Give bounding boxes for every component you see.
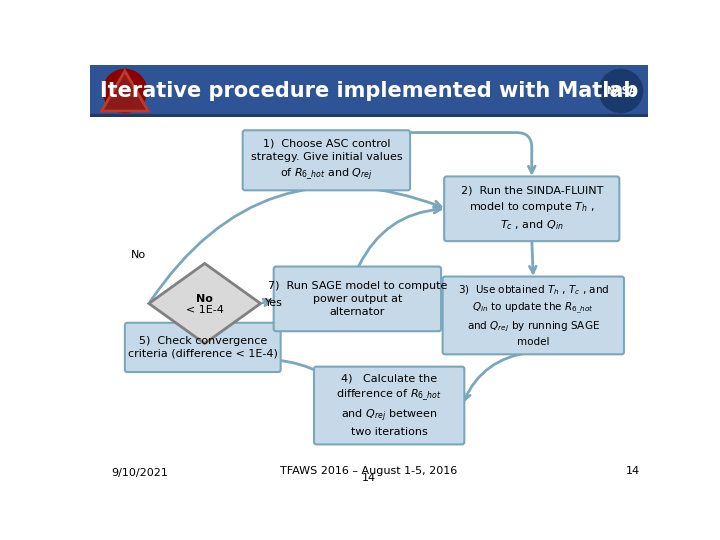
Text: 9/10/2021: 9/10/2021: [112, 468, 168, 478]
Text: 2)  Run the SINDA-FLUINT
model to compute $T_h$ ,
$T_c$ , and $Q_{in}$: 2) Run the SINDA-FLUINT model to compute…: [461, 186, 603, 232]
FancyBboxPatch shape: [314, 367, 464, 444]
Text: 7)  Run SAGE model to compute
power output at
alternator: 7) Run SAGE model to compute power outpu…: [268, 281, 447, 317]
Polygon shape: [149, 264, 261, 343]
Circle shape: [599, 70, 642, 112]
Polygon shape: [102, 71, 148, 111]
Text: Iterative procedure implemented with Matlab: Iterative procedure implemented with Mat…: [100, 81, 638, 101]
Text: NASA: NASA: [606, 86, 636, 96]
FancyBboxPatch shape: [443, 276, 624, 354]
Bar: [90, 114, 648, 117]
FancyBboxPatch shape: [444, 177, 619, 241]
Text: No: No: [130, 251, 145, 260]
Text: TFAWS 2016 – August 1-5, 2016: TFAWS 2016 – August 1-5, 2016: [280, 465, 458, 476]
Text: 1)  Choose ASC control
strategy. Give initial values
of $R_{6\_hot}$ and $Q_{rej: 1) Choose ASC control strategy. Give ini…: [251, 139, 402, 181]
Bar: [90, 65, 648, 117]
Text: Yes: Yes: [265, 299, 283, 308]
Circle shape: [103, 70, 147, 112]
FancyBboxPatch shape: [274, 267, 441, 331]
FancyBboxPatch shape: [125, 323, 281, 372]
Text: 5)  Check convergence
criteria (difference < 1E-4): 5) Check convergence criteria (differenc…: [128, 336, 278, 359]
Text: < 1E-4: < 1E-4: [186, 305, 224, 315]
FancyBboxPatch shape: [243, 130, 410, 190]
Text: 14: 14: [362, 473, 376, 483]
Text: 4)   Calculate the
difference of $R_{6\_hot}$
and $Q_{rej}$ between
two iteratio: 4) Calculate the difference of $R_{6\_ho…: [336, 374, 442, 437]
Text: 3)  Use obtained $T_h$ , $T_c$ , and
$Q_{in}$ to update the $R_{6\_hot}$
and $Q_: 3) Use obtained $T_h$ , $T_c$ , and $Q_{…: [458, 284, 609, 347]
Text: No: No: [197, 294, 213, 304]
Text: 14: 14: [626, 465, 639, 476]
